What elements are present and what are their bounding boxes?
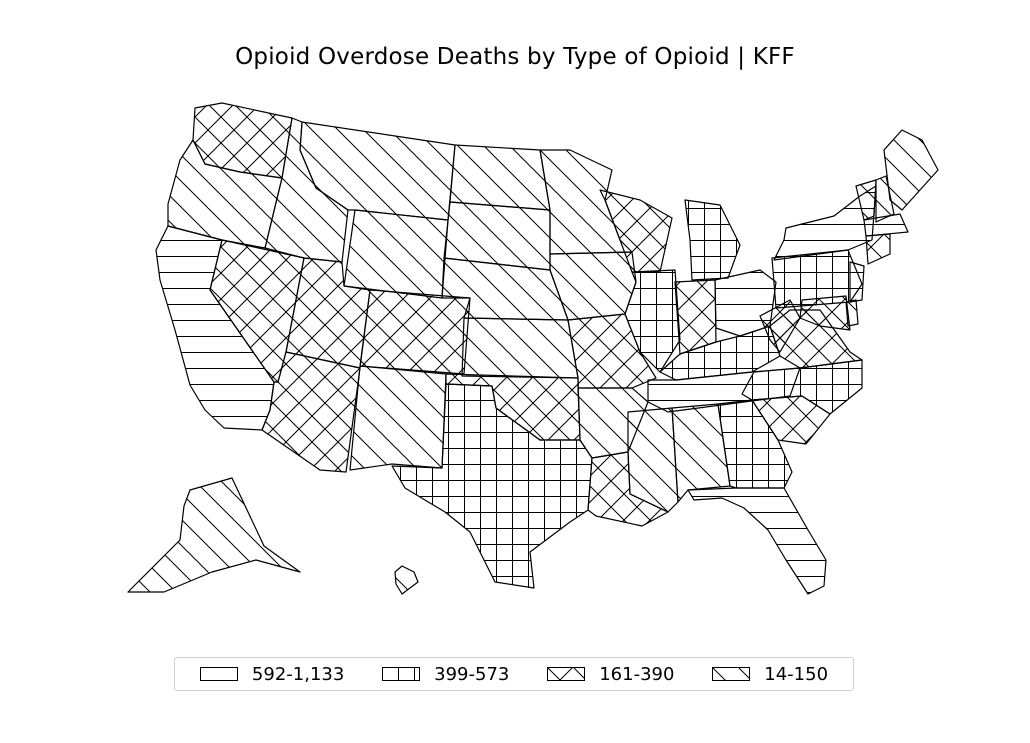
legend-item: 592-1,133: [199, 663, 345, 685]
state-az: [261, 351, 361, 473]
state-nh: [875, 175, 895, 223]
legend-item: 14-150: [712, 664, 828, 685]
state-nd: [449, 144, 551, 211]
legend-swatch: [547, 667, 586, 681]
state-hi: [394, 565, 419, 595]
legend-swatch: [382, 667, 421, 681]
state-tx: [391, 383, 593, 589]
map-legend: 592-1,133 399-573 161-390 14-150: [174, 657, 854, 691]
map-title: Opioid Overdose Deaths by Type of Opioid…: [235, 44, 795, 70]
legend-item: 161-390: [547, 664, 674, 685]
state-ma: [863, 213, 909, 237]
state-ak: [127, 477, 301, 593]
state-me: [883, 129, 939, 211]
state-al: [671, 403, 731, 503]
legend-label: 161-390: [599, 663, 675, 685]
state-nj: [849, 261, 865, 303]
state-wy: [343, 209, 449, 299]
legend-swatch: [712, 667, 751, 681]
legend-label: 14-150: [764, 663, 829, 685]
state-co: [359, 289, 471, 375]
us-map: [127, 102, 939, 595]
state-ms: [627, 407, 679, 513]
legend-label: 592-1,133: [251, 663, 345, 685]
legend-item: 399-573: [382, 664, 509, 685]
state-ct: [865, 233, 891, 265]
state-in: [674, 279, 717, 355]
state-ks: [461, 317, 579, 379]
state-mi: [684, 199, 741, 281]
legend-swatch: [199, 667, 238, 681]
state-vt: [855, 179, 877, 221]
legend-label: 399-573: [434, 663, 510, 685]
state-nm: [349, 365, 447, 471]
state-or: [167, 139, 283, 249]
state-fl: [687, 487, 827, 595]
state-md: [799, 295, 851, 331]
